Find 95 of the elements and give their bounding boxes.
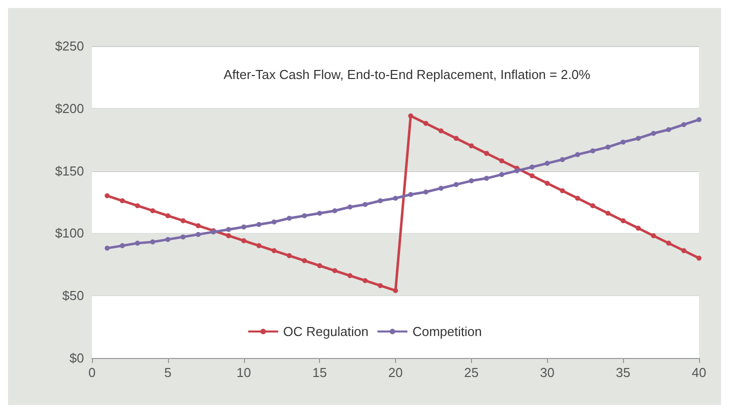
point xyxy=(408,192,414,198)
point xyxy=(362,278,368,284)
legend-label: OC Regulation xyxy=(283,324,368,339)
point xyxy=(317,263,322,268)
point xyxy=(590,203,596,208)
point xyxy=(605,144,610,150)
point xyxy=(530,164,535,170)
x-tick-label: 10 xyxy=(236,365,251,380)
point xyxy=(393,288,398,294)
point xyxy=(696,117,702,122)
point xyxy=(590,148,596,154)
point xyxy=(286,253,292,258)
point xyxy=(272,248,277,254)
point xyxy=(256,243,262,248)
point xyxy=(468,178,474,184)
legend-label: Competition xyxy=(412,324,482,339)
point xyxy=(347,273,352,278)
point xyxy=(226,226,232,232)
point xyxy=(499,158,504,164)
x-tick-label: 40 xyxy=(692,365,706,380)
point xyxy=(575,152,580,158)
point xyxy=(560,157,565,162)
point xyxy=(196,232,201,237)
point xyxy=(408,113,414,118)
point xyxy=(120,243,125,248)
point xyxy=(438,128,444,134)
point xyxy=(120,198,125,204)
y-tick-label: $250 xyxy=(55,38,84,54)
point xyxy=(544,160,550,166)
point xyxy=(302,258,307,264)
point xyxy=(332,268,338,274)
point xyxy=(165,213,170,218)
point xyxy=(362,202,368,207)
point xyxy=(681,122,686,128)
point xyxy=(454,136,459,141)
point xyxy=(241,238,246,244)
point xyxy=(544,180,550,186)
point xyxy=(620,218,626,224)
point xyxy=(135,240,140,246)
x-tick-label: 0 xyxy=(88,365,96,380)
point xyxy=(605,210,610,216)
point xyxy=(165,236,170,242)
point xyxy=(104,193,110,198)
x-tick-label: 30 xyxy=(540,365,554,380)
point xyxy=(423,190,428,195)
point xyxy=(575,196,580,201)
point xyxy=(530,173,535,178)
point xyxy=(256,222,262,227)
point xyxy=(286,216,292,221)
point xyxy=(650,130,656,136)
point xyxy=(468,143,474,148)
y-tick-label: $0 xyxy=(70,350,84,366)
point xyxy=(180,234,186,240)
point xyxy=(514,168,520,174)
point xyxy=(636,226,641,231)
point xyxy=(180,218,186,224)
point xyxy=(226,233,232,238)
point xyxy=(620,140,626,145)
point xyxy=(150,208,156,214)
point xyxy=(499,172,504,178)
point xyxy=(650,233,656,238)
point xyxy=(378,283,383,288)
point xyxy=(696,256,702,261)
point xyxy=(378,198,383,204)
point xyxy=(347,204,352,210)
point xyxy=(681,248,686,254)
point xyxy=(454,182,459,188)
point xyxy=(150,239,156,244)
point xyxy=(393,196,398,201)
y-tick-label: $50 xyxy=(62,288,84,304)
point xyxy=(636,136,641,141)
x-tick-label: 35 xyxy=(616,365,630,380)
text: After-Tax Cash Flow, End-to-End Replacement, Inflation = 2.0% xyxy=(224,67,591,82)
point xyxy=(302,213,307,218)
point xyxy=(196,223,201,228)
y-tick-label: $150 xyxy=(55,163,84,178)
point xyxy=(560,188,565,194)
point xyxy=(484,176,490,181)
point xyxy=(317,210,322,216)
point xyxy=(666,240,672,246)
point xyxy=(332,208,338,214)
point xyxy=(272,219,277,224)
x-tick-label: 5 xyxy=(164,365,172,380)
point xyxy=(666,127,672,132)
point xyxy=(484,150,490,156)
point xyxy=(438,186,444,191)
y-tick-label: $200 xyxy=(55,100,84,116)
point xyxy=(104,246,110,251)
x-tick-label: 15 xyxy=(312,365,327,380)
point xyxy=(241,224,246,230)
y-tick-label: $100 xyxy=(55,226,84,241)
point xyxy=(135,203,140,208)
point xyxy=(423,120,428,126)
x-tick-label: 20 xyxy=(388,365,403,380)
x-tick-label: 25 xyxy=(464,365,479,380)
